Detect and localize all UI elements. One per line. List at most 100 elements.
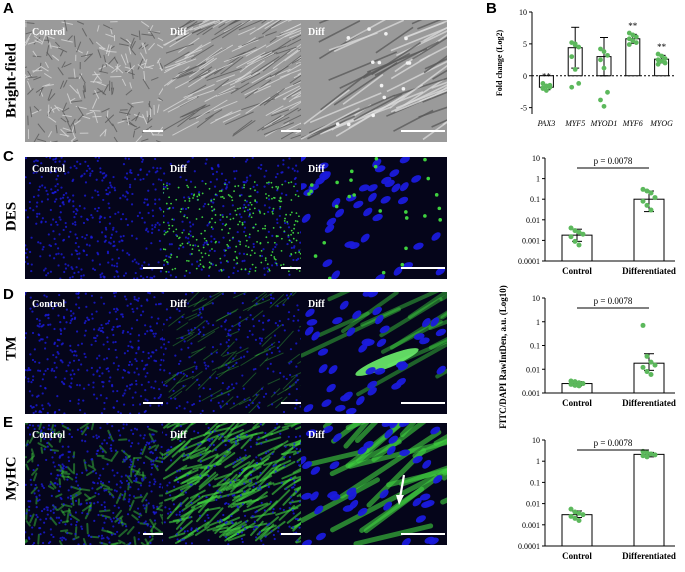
nucleus [97, 513, 100, 517]
cell-outline [126, 105, 133, 117]
nucleus [148, 484, 151, 487]
nucleus [191, 157, 194, 159]
nucleus [135, 261, 138, 264]
nucleus [114, 449, 118, 452]
nucleus [75, 354, 78, 357]
nucleus [197, 332, 200, 335]
nucleus [169, 494, 172, 497]
desmin-punctum [254, 266, 257, 269]
cell-outline [257, 114, 282, 132]
nucleus [149, 525, 152, 528]
nucleus [84, 319, 87, 323]
cell-outline [63, 79, 68, 88]
desmin-punctum [283, 219, 286, 222]
nucleus [133, 465, 136, 468]
nucleus [150, 463, 153, 466]
cell-outline [301, 107, 360, 140]
nucleus [37, 464, 40, 467]
nucleus [134, 357, 137, 361]
nucleus [345, 407, 357, 414]
nucleus [146, 441, 149, 444]
nucleus [140, 304, 143, 307]
nucleus [94, 157, 97, 159]
cell-outline [32, 55, 42, 58]
myotube-fiber [172, 516, 193, 522]
cell-outline [155, 140, 162, 142]
desmin-punctum [211, 248, 213, 250]
nucleus [424, 536, 435, 544]
nucleus [302, 461, 313, 470]
nucleus [433, 475, 443, 484]
myotube-fiber [260, 450, 275, 461]
nucleus [305, 308, 315, 317]
nucleus [56, 189, 59, 192]
nucleus [198, 399, 201, 403]
nucleus [84, 355, 87, 359]
nucleus [43, 508, 46, 511]
nucleus [227, 385, 230, 388]
myotube-fiber [85, 495, 96, 502]
nucleus [52, 158, 55, 161]
p-value-label: p = 0.0078 [594, 156, 633, 166]
cell-outline [147, 114, 151, 123]
nucleus [99, 447, 102, 450]
nucleus [128, 465, 131, 469]
nucleus [207, 274, 211, 277]
myotube-fiber [238, 486, 259, 502]
nucleus [103, 216, 106, 219]
nucleus [221, 381, 224, 385]
nucleus [41, 392, 44, 395]
nucleus [58, 216, 61, 219]
desmin-punctum [170, 254, 173, 256]
nucleus [298, 249, 301, 252]
nucleus [73, 373, 76, 376]
nucleus [37, 489, 40, 492]
nucleus [163, 343, 166, 346]
nucleus [137, 339, 140, 342]
nucleus [122, 427, 125, 430]
nucleus [143, 221, 146, 224]
filament [197, 330, 216, 343]
nucleus [107, 186, 110, 189]
desmin-punctum [231, 199, 234, 202]
nucleus [113, 186, 116, 189]
nucleus [101, 179, 104, 182]
myotube-fiber [176, 423, 194, 441]
nucleus [54, 169, 57, 172]
nucleus [72, 312, 75, 315]
cell-outline [27, 70, 32, 78]
cell-outline [31, 109, 42, 115]
nucleus [229, 334, 232, 337]
nucleus [99, 474, 102, 477]
nucleus [57, 490, 61, 493]
desmin-punctum [191, 248, 194, 251]
nucleus [207, 467, 210, 470]
nucleus [166, 484, 169, 487]
cell-outline [61, 61, 66, 69]
nucleus [109, 236, 112, 240]
nucleus [175, 533, 178, 536]
desmin-punctum [296, 220, 299, 223]
myotube-fiber [37, 533, 40, 545]
nucleus [111, 383, 114, 387]
myotube-fiber [144, 455, 155, 463]
nucleus [198, 308, 201, 311]
cell-outline [403, 78, 445, 107]
desmin-punctum [352, 193, 356, 197]
data-point [633, 34, 639, 40]
filament [202, 292, 224, 307]
nucleus [86, 218, 89, 221]
nucleus [62, 256, 65, 259]
cell-outline [157, 60, 163, 71]
nucleus [35, 404, 38, 407]
myotube-fiber [250, 520, 264, 537]
nucleus [167, 340, 170, 344]
cell-outline [79, 73, 86, 84]
nucleus [59, 332, 63, 335]
cell-outline [205, 44, 234, 61]
myotube-fiber [110, 541, 122, 545]
nucleus [131, 192, 134, 196]
nucleus [85, 243, 89, 246]
p-value-label: p = 0.0078 [594, 296, 633, 306]
cell-outline [307, 115, 356, 140]
